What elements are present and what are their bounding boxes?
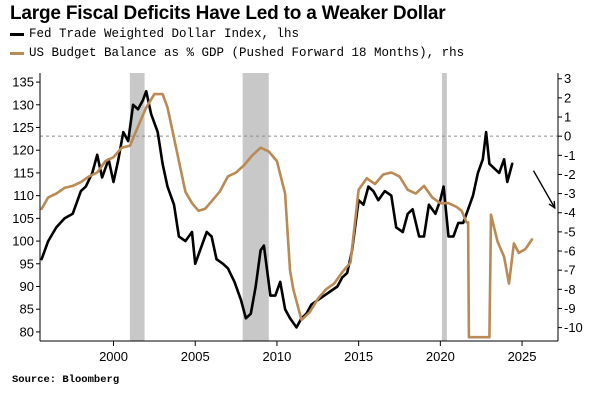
x-tick-label-2: 2010 xyxy=(262,349,291,364)
left-tick-label-11: 80 xyxy=(20,324,34,339)
left-tick-label-8: 95 xyxy=(20,256,34,271)
right-tick-label-6: -3 xyxy=(564,186,576,201)
right-tick-label-2: 1 xyxy=(564,110,571,125)
right-tick-label-4: -1 xyxy=(564,148,576,163)
source-note: Source: Bloomberg xyxy=(12,374,120,386)
legend-swatch-dollar-index xyxy=(10,32,24,36)
right-tick-label-9: -6 xyxy=(564,244,576,259)
left-tick-label-2: 125 xyxy=(12,120,34,135)
left-tick-label-6: 105 xyxy=(12,211,34,226)
recession-band-1 xyxy=(242,73,269,341)
left-tick-label-0: 135 xyxy=(12,75,34,90)
legend-label-dollar-index: Fed Trade Weighted Dollar Index, lhs xyxy=(29,27,300,41)
right-tick-label-7: -4 xyxy=(564,205,576,220)
left-tick-label-3: 120 xyxy=(12,143,34,158)
x-tick-label-1: 2005 xyxy=(181,349,210,364)
x-tick-label-3: 2015 xyxy=(344,349,373,364)
chart-title: Large Fiscal Deficits Have Led to a Weak… xyxy=(10,3,446,24)
legend-swatch-budget-balance xyxy=(10,51,24,55)
right-tick-label-10: -7 xyxy=(564,263,576,278)
right-tick-label-1: 2 xyxy=(564,90,571,105)
right-tick-label-11: -8 xyxy=(564,282,576,297)
x-tick-label-0: 2000 xyxy=(99,349,128,364)
right-tick-label-8: -5 xyxy=(564,224,576,239)
left-tick-label-5: 110 xyxy=(13,188,34,203)
left-tick-label-9: 90 xyxy=(20,279,34,294)
right-tick-label-13: -10 xyxy=(564,320,583,335)
legend-label-budget-balance: US Budget Balance as % GDP (Pushed Forwa… xyxy=(29,46,465,60)
left-tick-label-10: 85 xyxy=(20,302,34,317)
legend-entry-dollar-index: Fed Trade Weighted Dollar Index, lhs xyxy=(10,25,299,43)
left-tick-label-7: 100 xyxy=(12,234,34,249)
series-line-0 xyxy=(40,89,514,329)
x-tick-label-4: 2020 xyxy=(426,349,455,364)
right-tick-label-12: -9 xyxy=(564,301,576,316)
series-line-1 xyxy=(40,92,534,339)
right-tick-label-5: -2 xyxy=(564,167,576,182)
x-tick-label-5: 2025 xyxy=(508,349,537,364)
annotation-arrow-head xyxy=(548,200,556,210)
right-tick-label-0: 3 xyxy=(564,71,571,86)
left-tick-label-4: 115 xyxy=(13,165,34,180)
legend-entry-budget-balance: US Budget Balance as % GDP (Pushed Forwa… xyxy=(10,44,464,62)
left-tick-label-1: 130 xyxy=(12,97,34,112)
right-tick-label-3: 0 xyxy=(564,129,571,144)
annotation-arrow-shaft xyxy=(532,170,556,209)
